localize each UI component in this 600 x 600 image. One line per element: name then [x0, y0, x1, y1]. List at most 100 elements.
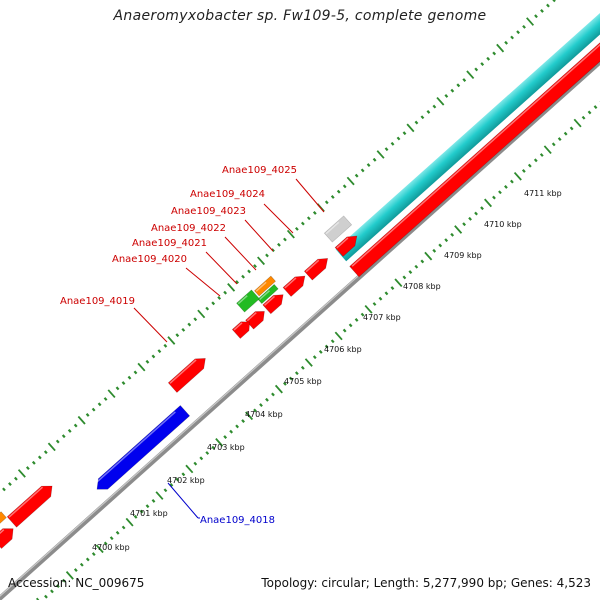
gene-red-band[interactable] — [349, 12, 600, 278]
minor-tick — [181, 327, 186, 332]
minor-tick — [163, 343, 168, 348]
minor-tick — [217, 296, 222, 300]
minor-tick — [420, 115, 425, 120]
minor-tick — [175, 477, 180, 482]
minor-tick — [109, 536, 114, 541]
minor-tick — [205, 306, 210, 311]
label-leader-line — [167, 482, 199, 519]
minor-tick — [61, 434, 66, 439]
major-tick — [513, 171, 522, 181]
major-tick — [17, 469, 26, 478]
minor-tick — [175, 333, 180, 338]
gene-label[interactable]: Anae109_4018 — [200, 515, 275, 526]
major-tick — [274, 384, 283, 394]
minor-tick — [241, 419, 245, 423]
minor-tick — [145, 359, 150, 364]
gene-label[interactable]: Anae109_4020 — [112, 254, 187, 265]
major-tick — [543, 145, 552, 155]
gene-label[interactable]: Anae109_4023 — [171, 206, 246, 217]
minor-tick — [44, 594, 48, 599]
minor-tick — [85, 413, 90, 417]
minor-tick — [271, 248, 275, 253]
gene-red-d[interactable] — [262, 290, 287, 315]
gene-label[interactable]: Anae109_4019 — [60, 296, 135, 307]
minor-tick — [157, 349, 162, 354]
gene-red-e[interactable] — [245, 307, 269, 330]
minor-tick — [474, 211, 478, 216]
gene-label[interactable]: Anae109_4021 — [132, 238, 207, 249]
major-tick — [47, 442, 56, 452]
minor-tick — [581, 115, 586, 120]
minor-tick — [521, 169, 526, 173]
minor-tick — [522, 24, 526, 29]
major-tick — [334, 331, 343, 341]
minor-tick — [330, 339, 335, 344]
minor-tick — [551, 142, 556, 147]
minor-tick — [384, 147, 389, 152]
minor-tick — [533, 158, 538, 163]
minor-tick — [151, 354, 156, 359]
minor-tick — [14, 476, 18, 481]
gene-cyan-band[interactable] — [335, 0, 600, 262]
gene-label[interactable]: Anae109_4024 — [190, 189, 265, 200]
minor-tick — [229, 429, 234, 434]
gene-anae109-4019[interactable] — [167, 353, 209, 393]
gene-anae109-4021[interactable] — [236, 289, 260, 313]
minor-tick — [492, 195, 496, 200]
minor-tick — [378, 296, 383, 301]
minor-tick — [133, 370, 138, 375]
minor-tick — [127, 375, 132, 380]
gene-red-f[interactable] — [231, 318, 253, 339]
major-tick — [215, 438, 224, 447]
minor-tick — [43, 450, 48, 455]
major-tick — [376, 150, 385, 159]
minor-tick — [492, 51, 497, 56]
gene-red-b[interactable] — [303, 254, 331, 281]
major-tick — [245, 411, 254, 421]
gene-anae109-4022[interactable] — [254, 275, 276, 297]
minor-tick — [510, 35, 514, 40]
gene-label[interactable]: Anae109_4025 — [222, 165, 297, 176]
minor-tick — [193, 461, 198, 466]
major-tick — [484, 198, 493, 208]
major-tick — [77, 415, 86, 425]
minor-tick — [253, 264, 257, 269]
gene-orange-edge[interactable] — [0, 511, 7, 525]
major-tick — [227, 283, 236, 292]
gene-anae109-4021b[interactable] — [257, 284, 279, 304]
gene-anae109-4018[interactable] — [92, 405, 191, 494]
scale-label: 4704 kbp — [245, 410, 283, 419]
gene-red-c[interactable] — [282, 272, 309, 297]
minor-tick — [306, 216, 311, 221]
gene-labels: Anae109_4025 Anae109_4024 Anae109_4023 Anae… — [60, 165, 325, 526]
minor-tick — [384, 291, 389, 296]
minor-tick — [79, 562, 84, 567]
minor-tick — [527, 163, 532, 168]
minor-tick — [372, 157, 377, 162]
minor-tick — [241, 274, 245, 279]
minor-tick — [474, 67, 479, 72]
minor-tick — [444, 238, 449, 243]
minor-tick — [312, 355, 317, 360]
minor-tick — [324, 200, 329, 205]
gene-label[interactable]: Anae109_4022 — [151, 223, 226, 234]
minor-tick — [587, 110, 592, 115]
major-tick — [406, 123, 415, 133]
minor-tick — [289, 376, 293, 381]
minor-tick — [56, 584, 60, 588]
major-tick — [137, 362, 146, 372]
minor-tick — [366, 163, 371, 168]
major-tick — [466, 70, 475, 80]
gene-anae109-4025[interactable] — [323, 215, 353, 243]
minor-tick — [402, 275, 407, 280]
gene-red-h[interactable] — [0, 523, 18, 549]
major-tick — [304, 358, 313, 367]
scale-label: 4707 kbp — [363, 313, 401, 322]
gene-red-g[interactable] — [6, 481, 57, 528]
minor-tick — [426, 109, 431, 114]
gene-red-a[interactable] — [334, 232, 361, 257]
scale-label: 4709 kbp — [444, 251, 482, 260]
label-leader-line — [244, 219, 274, 252]
minor-tick — [342, 328, 347, 333]
